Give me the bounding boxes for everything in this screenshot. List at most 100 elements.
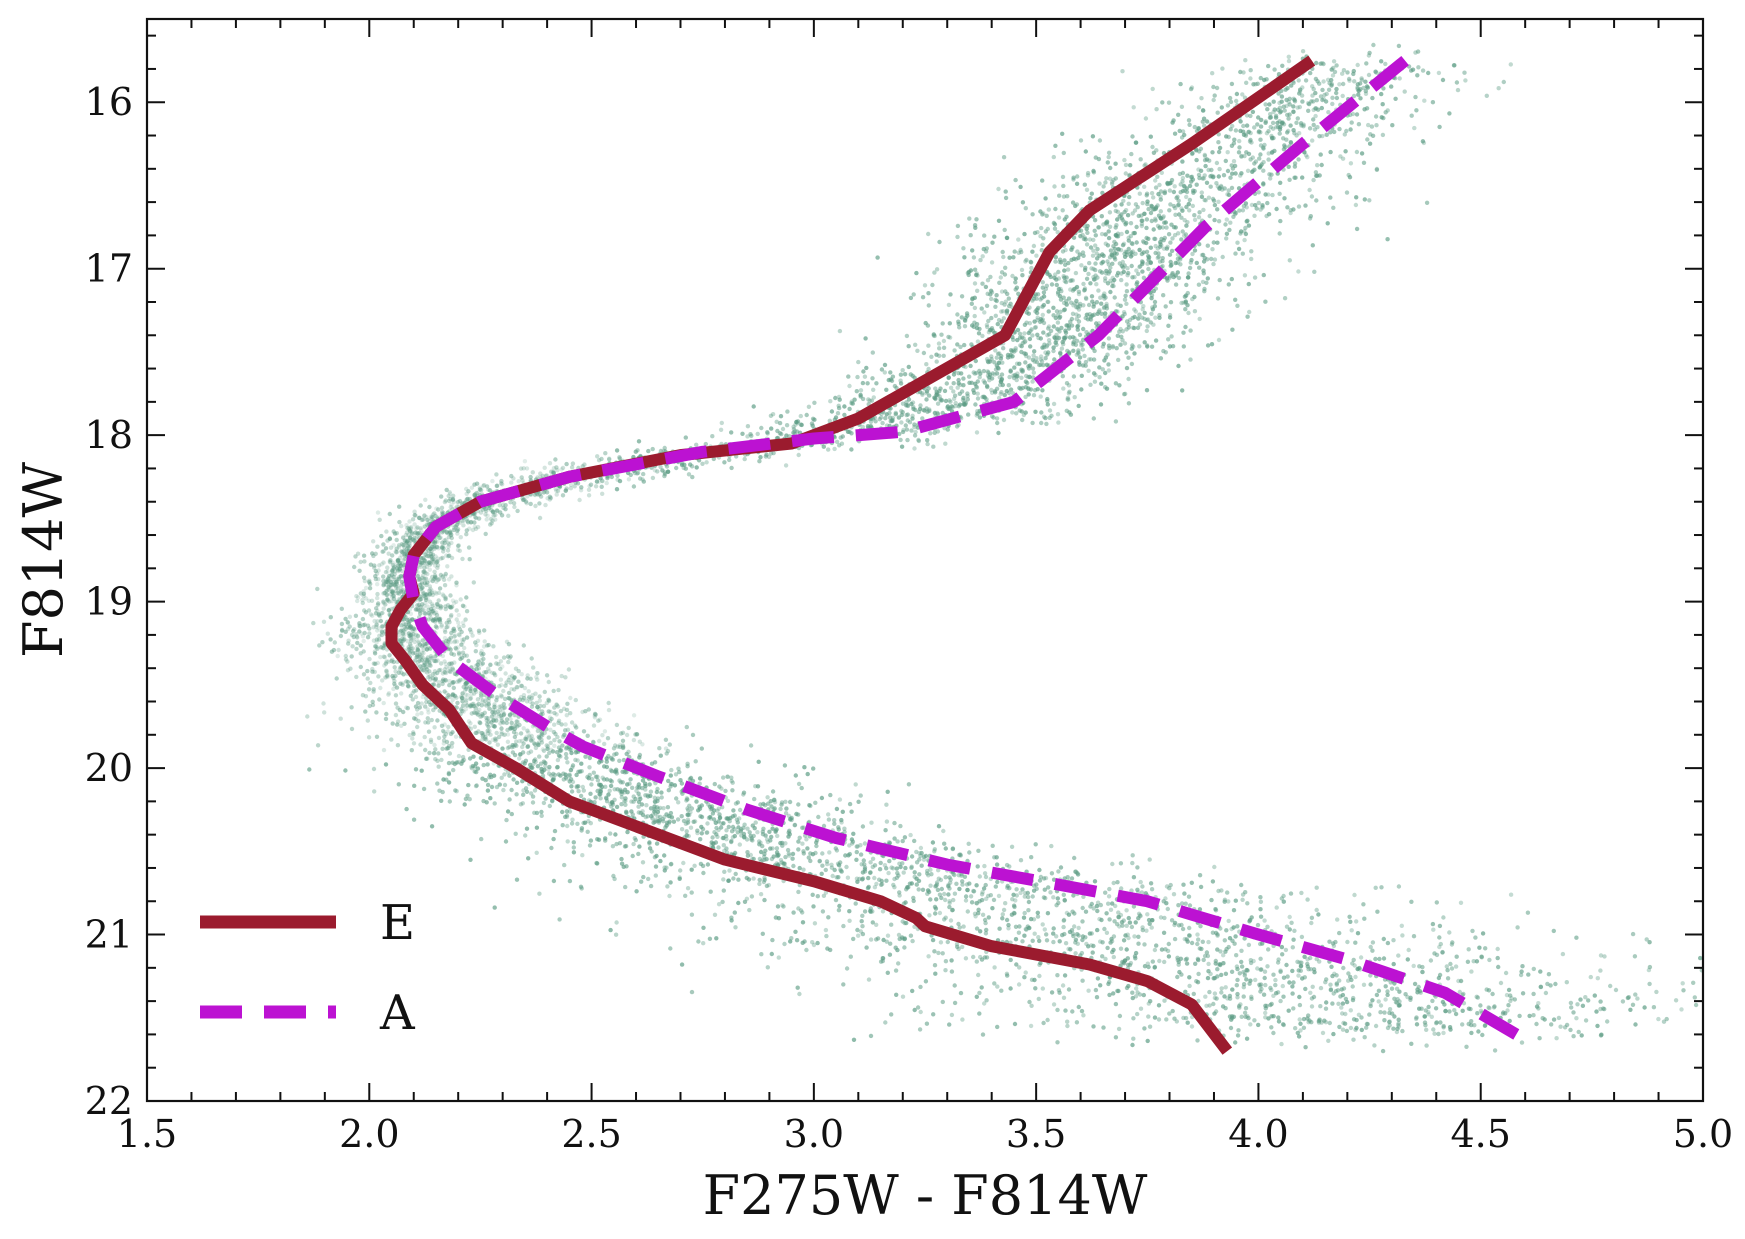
star-point bbox=[1219, 972, 1224, 978]
star-point bbox=[1339, 987, 1344, 992]
star-point bbox=[311, 620, 316, 626]
star-point bbox=[832, 867, 837, 873]
star-point bbox=[936, 868, 941, 873]
star-point bbox=[760, 931, 765, 936]
star-point bbox=[1235, 1033, 1241, 1038]
star-point bbox=[1099, 301, 1104, 306]
star-point bbox=[979, 985, 984, 990]
star-point bbox=[1519, 969, 1524, 974]
star-point bbox=[999, 988, 1004, 993]
star-point bbox=[541, 703, 547, 709]
star-point bbox=[954, 881, 959, 886]
star-point bbox=[435, 544, 440, 550]
star-point bbox=[1406, 947, 1411, 953]
star-point bbox=[775, 833, 780, 839]
star-point bbox=[1238, 229, 1244, 234]
star-point bbox=[1176, 363, 1181, 369]
star-point bbox=[1242, 237, 1247, 243]
star-point bbox=[426, 729, 432, 734]
star-point bbox=[1215, 296, 1221, 301]
star-point bbox=[566, 667, 572, 672]
star-point bbox=[1402, 89, 1407, 94]
star-point bbox=[604, 764, 610, 770]
star-point bbox=[1428, 958, 1434, 963]
star-point bbox=[812, 921, 818, 926]
star-point bbox=[1274, 206, 1279, 212]
star-point bbox=[1008, 986, 1013, 991]
star-point bbox=[675, 817, 681, 822]
star-point bbox=[1129, 263, 1134, 269]
star-point bbox=[361, 575, 367, 580]
star-point bbox=[1286, 54, 1292, 59]
star-point bbox=[1409, 113, 1414, 118]
star-point bbox=[523, 833, 528, 838]
star-point bbox=[1001, 254, 1006, 260]
star-point bbox=[1122, 157, 1127, 163]
star-point bbox=[1220, 1004, 1226, 1009]
star-point bbox=[797, 991, 802, 997]
star-point bbox=[1374, 123, 1379, 128]
star-point bbox=[1305, 961, 1310, 967]
star-point bbox=[1291, 109, 1296, 114]
star-point bbox=[321, 701, 326, 706]
star-point bbox=[721, 888, 726, 893]
star-point bbox=[689, 989, 695, 995]
star-point bbox=[906, 397, 912, 402]
star-point bbox=[487, 669, 492, 674]
star-point bbox=[918, 984, 923, 990]
star-point bbox=[358, 643, 363, 648]
star-point bbox=[1107, 992, 1112, 998]
star-point bbox=[1078, 234, 1083, 239]
star-point bbox=[975, 864, 980, 869]
star-point bbox=[429, 590, 434, 595]
star-point bbox=[1071, 177, 1076, 182]
star-point bbox=[360, 597, 365, 603]
star-point bbox=[1420, 969, 1425, 975]
star-point bbox=[502, 782, 508, 788]
star-point bbox=[1166, 954, 1172, 959]
star-point bbox=[1334, 86, 1339, 92]
star-point bbox=[1140, 269, 1145, 274]
star-point bbox=[1594, 1009, 1599, 1014]
star-point bbox=[1001, 907, 1007, 913]
star-point bbox=[421, 651, 426, 656]
star-point bbox=[1478, 1008, 1484, 1013]
star-point bbox=[550, 799, 555, 804]
star-point bbox=[377, 613, 383, 619]
star-point bbox=[509, 720, 514, 726]
star-point bbox=[1095, 927, 1100, 933]
star-point bbox=[653, 873, 658, 878]
star-point bbox=[554, 492, 559, 497]
star-point bbox=[692, 863, 697, 868]
star-point bbox=[974, 272, 979, 278]
star-point bbox=[1444, 964, 1450, 969]
star-point bbox=[443, 677, 448, 683]
star-point bbox=[423, 657, 428, 662]
star-point bbox=[343, 768, 348, 773]
star-point bbox=[1124, 289, 1130, 294]
star-point bbox=[427, 750, 432, 756]
star-point bbox=[1351, 1037, 1356, 1042]
star-point bbox=[811, 766, 816, 771]
star-point bbox=[1148, 881, 1154, 886]
star-point bbox=[1126, 376, 1131, 382]
star-point bbox=[1056, 335, 1062, 341]
star-point bbox=[1146, 1001, 1152, 1006]
star-point bbox=[1247, 309, 1252, 315]
star-point bbox=[692, 819, 698, 824]
star-point bbox=[846, 374, 851, 379]
star-point bbox=[554, 488, 559, 493]
star-point bbox=[1075, 174, 1080, 179]
star-point bbox=[1430, 998, 1435, 1004]
star-point bbox=[1245, 168, 1251, 173]
star-point bbox=[1228, 99, 1234, 105]
star-point bbox=[1309, 915, 1315, 920]
star-point bbox=[765, 795, 770, 800]
star-point bbox=[1183, 324, 1188, 330]
star-point bbox=[724, 846, 729, 851]
star-point bbox=[887, 952, 893, 957]
star-point bbox=[705, 862, 711, 867]
star-point bbox=[1501, 79, 1507, 85]
star-point bbox=[1061, 917, 1067, 923]
star-point bbox=[1280, 63, 1285, 68]
